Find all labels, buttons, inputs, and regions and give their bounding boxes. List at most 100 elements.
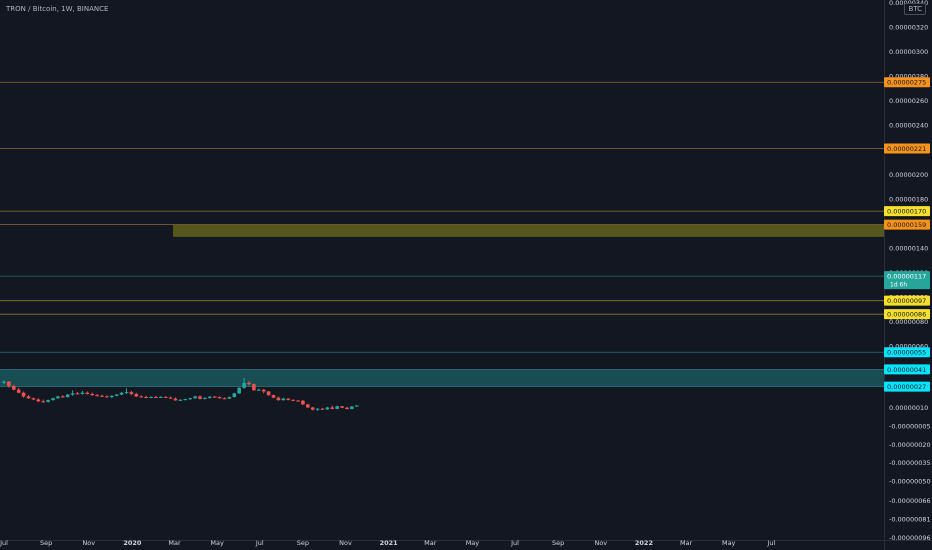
y-tick-label: 0.00000320 [889,24,928,32]
y-tick-label: -0.00000096 [889,534,931,542]
candle-body [56,396,60,399]
y-tick-label: 0.00000280 [889,73,928,81]
candle-body [261,389,266,392]
candle-body [114,394,119,396]
price-level-tag [884,381,930,392]
price-level-tag [884,219,930,230]
x-axis: Jul Sep Nov 2020 Mar May Jul Sep Nov 2021 Mar May Ju… [0,539,775,547]
y-tick-label: 0.00000200 [889,171,928,179]
candle-body [306,404,310,408]
candle-body [100,395,104,397]
price-level-tag [884,206,930,217]
candle-body [70,393,75,395]
candle-body [271,395,276,398]
candle-body [134,393,139,397]
candle-body [21,392,26,397]
candle-body [12,385,16,390]
price-level-tag [884,143,930,154]
price-level-label: 0.00000221 [887,145,926,153]
candle-body [65,394,70,398]
x-tick-label: Mar [680,539,693,547]
candle-body [208,396,212,398]
candle-body [119,392,124,395]
countdown-label: 1d 6h [890,282,907,289]
price-level-tag [884,347,930,358]
candle-body [291,399,295,401]
y-tick-label: 0.00000080 [889,318,928,326]
candle-body [315,408,320,410]
price-level-label: 0.00000041 [887,366,926,374]
x-tick-label: Nov [82,539,95,547]
price-level-tag [884,295,930,306]
candle-body [227,397,232,399]
candle-body [330,407,335,409]
candle-body [296,400,300,402]
currency-badge[interactable]: BTC [904,3,926,15]
x-tick-label: Sep [552,539,564,547]
candle-body [355,405,359,407]
x-tick-label: Mar [168,539,181,547]
x-tick-label: Nov [594,539,607,547]
price-level-label: 0.00000097 [887,297,926,305]
candle-body [178,399,183,401]
candle-body [80,392,85,394]
candle-body [129,392,134,394]
price-labels-layer: 0.00000275 0.00000221 0.00000170 0.00000159… [884,77,930,392]
candle-body [183,399,188,401]
candle-body [31,398,36,400]
y-tick-label: -0.00000005 [889,422,931,430]
candle-body [247,382,251,385]
candle-body [173,398,178,401]
x-tick-label: May [466,539,480,547]
candle-body [36,399,41,402]
candle-body [51,398,55,401]
candle-body [85,392,90,394]
x-tick-label: Jul [0,539,8,547]
symbol-title: TRON / Bitcoin, 1W, BINANCE [6,5,109,13]
y-tick-label: 0.00000010 [889,404,928,412]
candle-body [61,396,65,398]
price-level-label: 0.00000055 [887,349,926,357]
price-level-tag [884,77,930,88]
candle-body [188,398,192,400]
x-tick-label: Mar [424,539,437,547]
candle-body [26,396,31,399]
candle-body [154,397,158,399]
candle-body [16,389,21,393]
candle-body [350,406,354,410]
candle-body [2,381,6,383]
x-tick-label: May [210,539,224,547]
candle-body [222,398,227,400]
candle-body [252,384,256,391]
price-level-tag [884,309,930,320]
y-tick-label: -0.00000050 [889,478,931,486]
candle-body [95,395,99,397]
price-level-label: 0.00000275 [887,79,926,87]
price-level-label: 0.00000027 [887,383,926,391]
candle-body [301,400,305,405]
candle-body [281,398,286,401]
candle-body [335,406,339,409]
candle-body [286,398,290,400]
y-tick-label: -0.00000066 [889,497,931,505]
zone-band [173,224,885,237]
y-tick-label: 0.00000180 [889,195,928,203]
candle-body [345,407,349,410]
candle-body [75,393,80,395]
candle-body [320,408,325,410]
candle-body [7,381,11,386]
candle-body [46,400,50,402]
candle-body [159,396,163,398]
candle-body [310,407,315,410]
price-level-label: 0.00000170 [887,208,926,216]
candle-body [193,396,197,399]
y-tick-label: -0.00000020 [889,441,931,449]
candle-body [110,395,114,398]
price-level-label: 0.00000159 [887,221,926,229]
candle-body [217,397,222,399]
candle-body [105,396,109,398]
x-tick-label: Jul [766,539,775,547]
candle-body [325,407,330,410]
candle-body [149,397,153,399]
